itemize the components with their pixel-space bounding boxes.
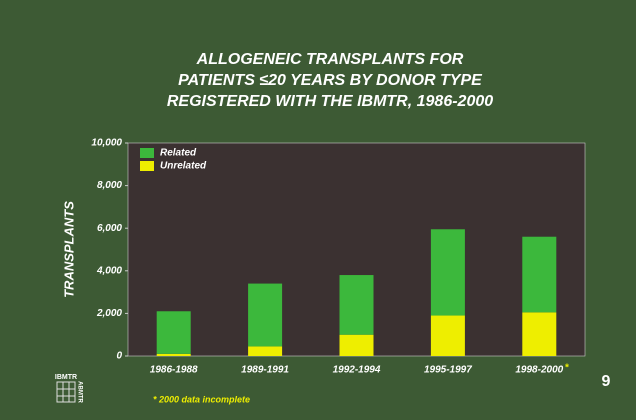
bar-segment xyxy=(156,311,191,354)
bar-segment xyxy=(430,229,465,316)
bar-segment xyxy=(522,312,557,356)
legend-label: Related xyxy=(160,148,197,159)
y-tick-label: 0 xyxy=(116,351,122,362)
y-tick-label: 10,000 xyxy=(91,138,122,149)
chart-title: PATIENTS ≤20 YEARS BY DONOR TYPE xyxy=(178,72,483,89)
bar-segment xyxy=(248,346,283,356)
x-tick-label: 1992-1994 xyxy=(333,365,381,376)
logo-grid xyxy=(56,381,76,403)
x-tick-label: 1986-1988 xyxy=(150,365,198,376)
y-tick-label: 8,000 xyxy=(97,180,122,191)
chart-title: REGISTERED WITH THE IBMTR, 1986-2000 xyxy=(167,93,493,110)
bar-segment xyxy=(339,334,374,356)
bar-segment xyxy=(430,315,465,356)
x-tick-label: 1995-1997 xyxy=(424,365,472,376)
y-tick-label: 6,000 xyxy=(97,223,122,234)
bar-segment xyxy=(156,353,191,356)
bar-segment xyxy=(248,283,283,347)
footnote: * 2000 data incomplete xyxy=(153,394,250,404)
legend-swatch xyxy=(140,148,154,158)
logo: IBMTR ABMTR xyxy=(55,374,83,404)
footnote-marker: * xyxy=(565,363,570,374)
y-axis-label: TRANSPLANTS xyxy=(61,201,76,298)
legend-swatch xyxy=(140,161,154,171)
legend-label: Unrelated xyxy=(160,161,207,172)
logo-text: ABMTR xyxy=(76,381,82,403)
x-tick-label: 1989-1991 xyxy=(241,365,289,376)
logo-text: IBMTR xyxy=(55,374,77,381)
page-number: 9 xyxy=(602,373,611,390)
bar-segment xyxy=(522,236,557,313)
x-tick-label: 1998-2000 xyxy=(515,365,563,376)
y-tick-label: 4,000 xyxy=(96,265,122,276)
y-tick-label: 2,000 xyxy=(96,308,122,319)
chart-title: ALLOGENEIC TRANSPLANTS FOR xyxy=(196,51,464,68)
bar-segment xyxy=(339,275,374,335)
